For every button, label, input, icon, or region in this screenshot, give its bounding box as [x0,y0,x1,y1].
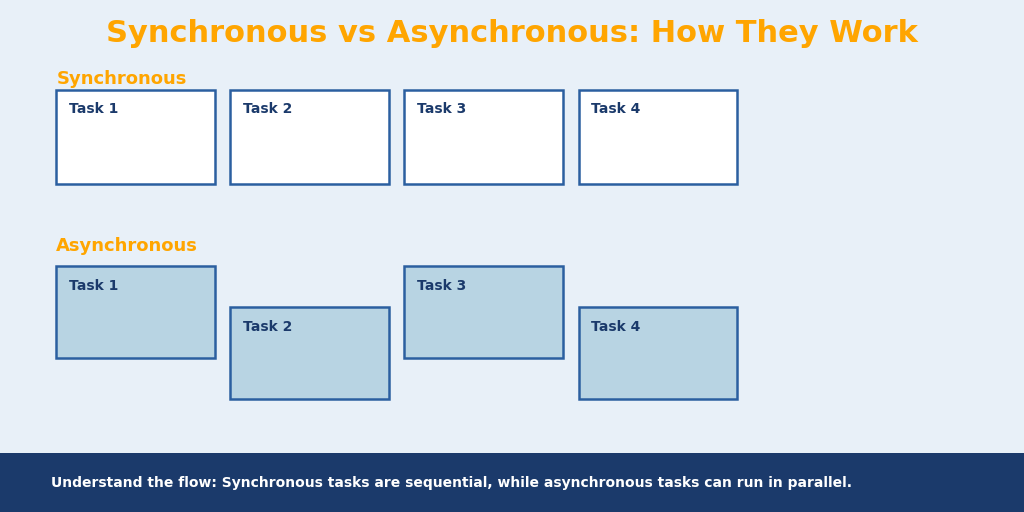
Text: Task 1: Task 1 [69,279,118,293]
Bar [404,266,563,358]
Text: Synchronous: Synchronous [56,70,186,89]
Text: Asynchronous: Asynchronous [56,237,199,255]
Bar [56,90,215,184]
Bar [230,307,389,399]
Text: Synchronous vs Asynchronous: How They Work: Synchronous vs Asynchronous: How They Wo… [106,19,918,48]
Bar [230,90,389,184]
Text: Task 4: Task 4 [591,102,640,116]
Text: Task 4: Task 4 [591,320,640,334]
Text: Understand the flow: Synchronous tasks are sequential, while asynchronous tasks : Understand the flow: Synchronous tasks a… [51,476,852,490]
Bar [0,453,1024,512]
Text: Task 2: Task 2 [243,102,292,116]
Text: Task 2: Task 2 [243,320,292,334]
Bar [579,307,737,399]
Bar [579,90,737,184]
Text: Task 3: Task 3 [417,102,466,116]
Bar [404,90,563,184]
Text: Task 1: Task 1 [69,102,118,116]
Text: Task 3: Task 3 [417,279,466,293]
Bar [56,266,215,358]
